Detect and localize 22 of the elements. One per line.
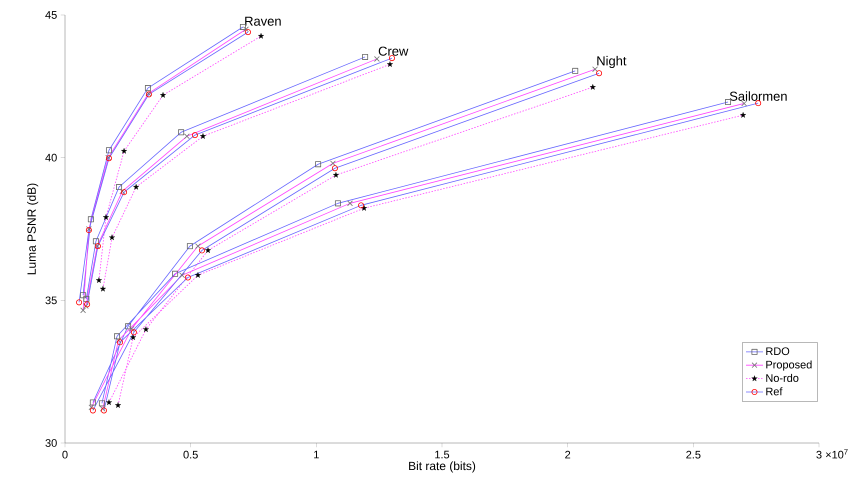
x-tick-label: 3	[816, 450, 822, 459]
text: ×10$^{7}$	[826, 449, 848, 459]
y-tick-label: 30	[45, 439, 57, 447]
x-tick-label: 0	[62, 450, 68, 459]
x-axis-title: Bit rate (bits)	[409, 461, 476, 473]
annotation: Crew	[378, 46, 408, 56]
legend-label: No-rdo	[766, 374, 798, 382]
x-tick-label: 0.5	[183, 450, 198, 459]
annotation: Sailormen	[730, 91, 787, 101]
x-tick-label: 2	[565, 450, 570, 458]
x-tick-label: 1	[314, 450, 319, 458]
legend-label: RDO	[766, 347, 790, 356]
y-tick-label: 45	[45, 11, 57, 19]
legend-label: Proposed	[766, 360, 812, 371]
x-tick-label: 2.5	[686, 450, 700, 459]
y-tick-label: 40	[45, 154, 57, 162]
annotation: Night	[597, 56, 626, 68]
y-axis-title: Luma PSNR (dB)	[27, 184, 38, 274]
annotation: Raven	[245, 16, 281, 26]
x-tick-label: 1.5	[435, 450, 450, 458]
y-tick-label: 35	[45, 296, 57, 304]
legend-label: Ref	[766, 387, 782, 396]
